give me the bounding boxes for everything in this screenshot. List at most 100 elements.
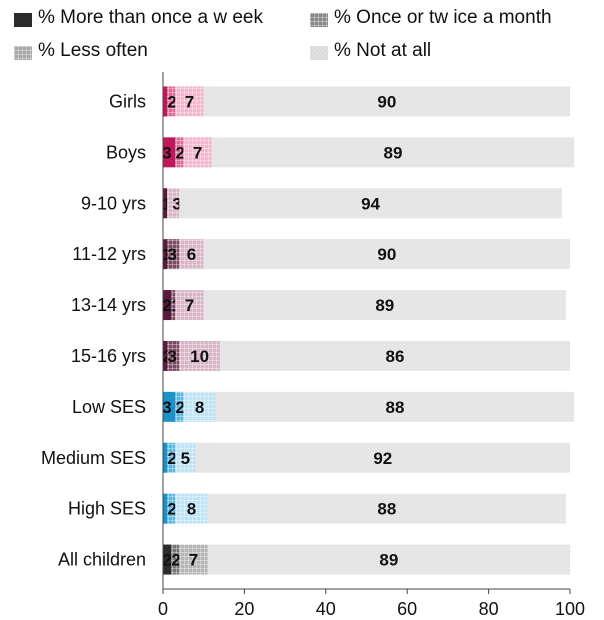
bar-segment xyxy=(179,340,220,371)
data-label: 89 xyxy=(375,296,394,315)
legend-swatch xyxy=(310,11,328,27)
data-label: 3 xyxy=(172,194,181,213)
x-tick-label: 0 xyxy=(158,599,168,619)
data-label: 7 xyxy=(185,296,194,315)
bar-segment xyxy=(163,391,176,422)
bar-segment xyxy=(207,544,570,575)
bar-segment xyxy=(163,544,172,575)
data-label: 6 xyxy=(187,245,196,264)
legend-label: % Less often xyxy=(38,40,148,61)
x-tick-label: 40 xyxy=(316,599,336,619)
category-label: Low SES xyxy=(72,397,146,417)
data-label: 8 xyxy=(187,500,196,519)
data-label: 2 xyxy=(171,551,180,570)
data-label: 2 xyxy=(175,398,184,417)
legend-item: % Not at all xyxy=(310,40,432,61)
bar-segment xyxy=(167,493,176,524)
data-label: 1 xyxy=(162,194,171,213)
data-label: 2 xyxy=(175,143,184,162)
x-tick-label: 100 xyxy=(555,599,585,619)
bar-segment xyxy=(207,493,566,524)
legend-swatch xyxy=(310,44,328,60)
data-label: 94 xyxy=(361,194,380,213)
bar-segment xyxy=(175,391,184,422)
bar-segment xyxy=(167,188,180,219)
legend-swatch xyxy=(14,11,32,27)
bar-segment xyxy=(167,442,176,473)
data-label: 89 xyxy=(379,551,398,570)
bar-segment xyxy=(183,391,216,422)
data-label: 90 xyxy=(377,245,396,264)
legend-item: % Less often xyxy=(14,40,148,61)
bar-segment xyxy=(203,290,566,321)
bar-segment xyxy=(219,340,571,371)
bar-segment xyxy=(211,137,575,168)
bar-segment xyxy=(175,137,184,168)
data-label: 7 xyxy=(189,551,198,570)
data-label: 3 xyxy=(167,347,176,366)
bar-segment xyxy=(183,137,212,168)
bar-segment xyxy=(163,493,168,524)
bar-segment xyxy=(179,239,204,270)
data-label: 2 xyxy=(162,296,171,315)
bar-segment xyxy=(203,239,570,270)
bar-segment xyxy=(175,442,196,473)
bar-segment xyxy=(163,239,168,270)
bar-segment xyxy=(175,493,208,524)
legend-swatch xyxy=(14,44,32,60)
bar-segment xyxy=(163,290,172,321)
bar-segment xyxy=(171,290,176,321)
data-label: 86 xyxy=(386,347,405,366)
data-label: 3 xyxy=(162,398,171,417)
data-label: 8 xyxy=(195,398,204,417)
bar-segment xyxy=(163,442,168,473)
data-label: 2 xyxy=(167,500,176,519)
legend-label: % Not at all xyxy=(334,40,432,61)
data-label: 7 xyxy=(185,92,194,111)
bar-segment xyxy=(163,137,176,168)
legend: % More than once a w eek % Once or tw ice… xyxy=(0,0,604,70)
bar-segment xyxy=(175,290,204,321)
bar-segment xyxy=(163,86,168,117)
data-label: 88 xyxy=(377,500,396,519)
legend-label: % Once or tw ice a month xyxy=(334,7,552,28)
data-label: 90 xyxy=(377,92,396,111)
data-label: 5 xyxy=(181,449,190,468)
category-label: All children xyxy=(58,550,146,570)
bar-segment xyxy=(179,188,562,219)
category-label: 9-10 yrs xyxy=(81,193,146,213)
data-label: 92 xyxy=(373,449,392,468)
data-label: 2 xyxy=(167,92,176,111)
bar-segment xyxy=(195,442,570,473)
category-label: 13-14 yrs xyxy=(71,295,146,315)
data-label: 3 xyxy=(162,143,171,162)
data-label: 7 xyxy=(193,143,202,162)
data-label: 10 xyxy=(190,347,209,366)
bar-segment xyxy=(167,340,180,371)
category-label: 15-16 yrs xyxy=(71,346,146,366)
category-label: Medium SES xyxy=(41,448,146,468)
data-label: 3 xyxy=(167,245,176,264)
bar-segment xyxy=(179,544,208,575)
data-label: 1 xyxy=(162,245,171,264)
x-tick-label: 20 xyxy=(234,599,254,619)
legend-label: % More than once a w eek xyxy=(38,7,263,28)
bar-segment xyxy=(171,544,180,575)
data-label: 89 xyxy=(383,143,402,162)
category-label: Boys xyxy=(106,142,146,162)
category-label: Girls xyxy=(109,91,146,111)
legend-item: % More than once a w eek xyxy=(14,7,263,28)
bar-segment xyxy=(163,340,168,371)
bar-segment xyxy=(167,239,180,270)
bar-segment xyxy=(175,86,204,117)
data-label: 88 xyxy=(386,398,405,417)
legend-item: % Once or tw ice a month xyxy=(310,7,552,28)
bar-segment xyxy=(163,188,168,219)
category-label: 11-12 yrs xyxy=(72,244,146,264)
data-label: 2 xyxy=(162,551,171,570)
bar-segment xyxy=(215,391,575,422)
data-label: 2 xyxy=(167,449,176,468)
bar-segment xyxy=(203,86,570,117)
x-tick-label: 60 xyxy=(397,599,417,619)
